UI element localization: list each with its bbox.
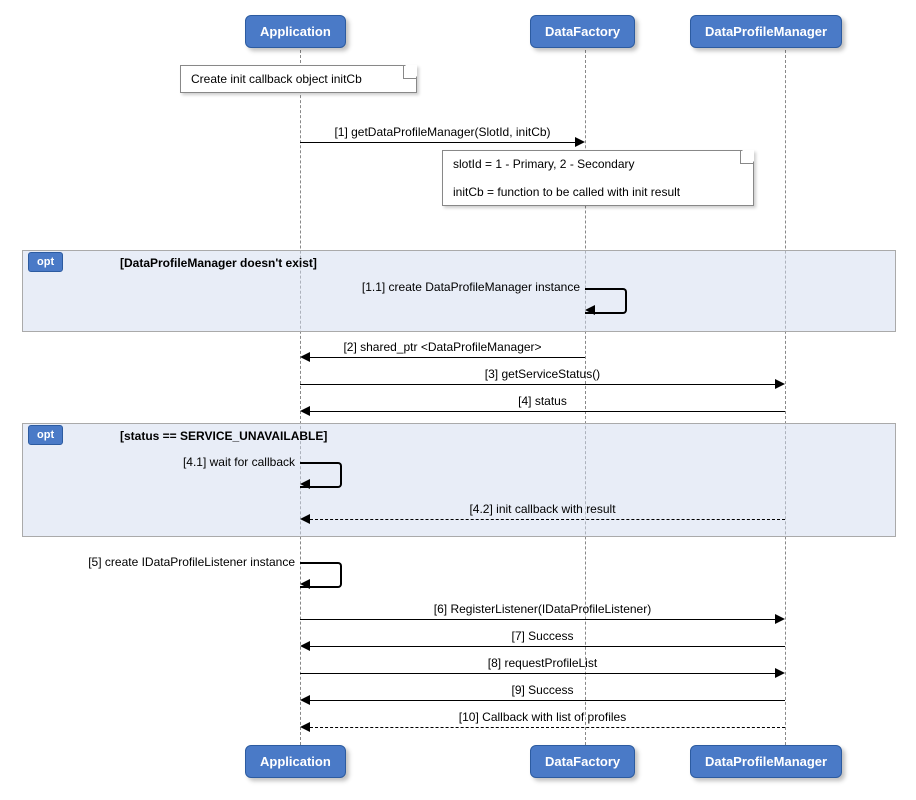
msg-10-head xyxy=(300,722,310,732)
msg-8-head xyxy=(775,668,785,678)
msg-4-label: [4] status xyxy=(300,394,785,408)
msg-1-1-label: [1.1] create DataProfileManager instance xyxy=(320,280,580,294)
participant-label: DataProfileManager xyxy=(705,754,827,769)
participant-factory-top: DataFactory xyxy=(530,15,635,48)
msg-5-label: [5] create IDataProfileListener instance xyxy=(20,555,295,569)
participant-manager-bottom: DataProfileManager xyxy=(690,745,842,778)
participant-factory-bottom: DataFactory xyxy=(530,745,635,778)
msg-2-arrow xyxy=(310,357,585,358)
msg-10-label: [10] Callback with list of profiles xyxy=(300,710,785,724)
msg-10-arrow xyxy=(310,727,785,728)
msg-1-label: [1] getDataProfileManager(SlotId, initCb… xyxy=(300,125,585,139)
msg-7-label: [7] Success xyxy=(300,629,785,643)
participant-app-top: Application xyxy=(245,15,346,48)
participant-app-bottom: Application xyxy=(245,745,346,778)
msg-4-1-head xyxy=(300,479,310,489)
msg-8-arrow xyxy=(300,673,775,674)
note-slotid: slotId = 1 - Primary, 2 - Secondary init… xyxy=(442,150,754,206)
msg-9-label: [9] Success xyxy=(300,683,785,697)
participant-label: DataProfileManager xyxy=(705,24,827,39)
msg-8-label: [8] requestProfileList xyxy=(300,656,785,670)
note-text-line1: slotId = 1 - Primary, 2 - Secondary xyxy=(453,157,743,171)
note-init-callback: Create init callback object initCb xyxy=(180,65,417,93)
msg-4-arrow xyxy=(310,411,785,412)
msg-4-head xyxy=(300,406,310,416)
msg-6-head xyxy=(775,614,785,624)
msg-7-arrow xyxy=(310,646,785,647)
msg-3-arrow xyxy=(300,384,775,385)
msg-2-head xyxy=(300,352,310,362)
msg-1-head xyxy=(575,137,585,147)
sequence-diagram: Application DataFactory DataProfileManag… xyxy=(10,10,906,790)
msg-4-1-label: [4.1] wait for callback xyxy=(135,455,295,469)
msg-4-2-label: [4.2] init callback with result xyxy=(300,502,785,516)
msg-7-head xyxy=(300,641,310,651)
manager-lifeline xyxy=(785,50,787,750)
msg-3-label: [3] getServiceStatus() xyxy=(300,367,785,381)
msg-1-arrow xyxy=(300,142,575,143)
msg-4-2-arrow xyxy=(310,519,785,520)
participant-label: Application xyxy=(260,24,331,39)
opt-guard-1: [DataProfileManager doesn't exist] xyxy=(120,256,317,270)
participant-label: DataFactory xyxy=(545,754,620,769)
participant-manager-top: DataProfileManager xyxy=(690,15,842,48)
opt-label-1: opt xyxy=(28,252,63,272)
msg-2-label: [2] shared_ptr <DataProfileManager> xyxy=(300,340,585,354)
participant-label: Application xyxy=(260,754,331,769)
msg-5-head xyxy=(300,579,310,589)
msg-9-arrow xyxy=(310,700,785,701)
note-text-line2: initCb = function to be called with init… xyxy=(453,185,743,199)
msg-6-label: [6] RegisterListener(IDataProfileListene… xyxy=(300,602,785,616)
opt-guard-2: [status == SERVICE_UNAVAILABLE] xyxy=(120,429,327,443)
msg-4-2-head xyxy=(300,514,310,524)
msg-3-head xyxy=(775,379,785,389)
note-text: Create init callback object initCb xyxy=(191,72,362,86)
msg-9-head xyxy=(300,695,310,705)
opt-label-2: opt xyxy=(28,425,63,445)
msg-6-arrow xyxy=(300,619,775,620)
participant-label: DataFactory xyxy=(545,24,620,39)
msg-1-1-head xyxy=(585,305,595,315)
